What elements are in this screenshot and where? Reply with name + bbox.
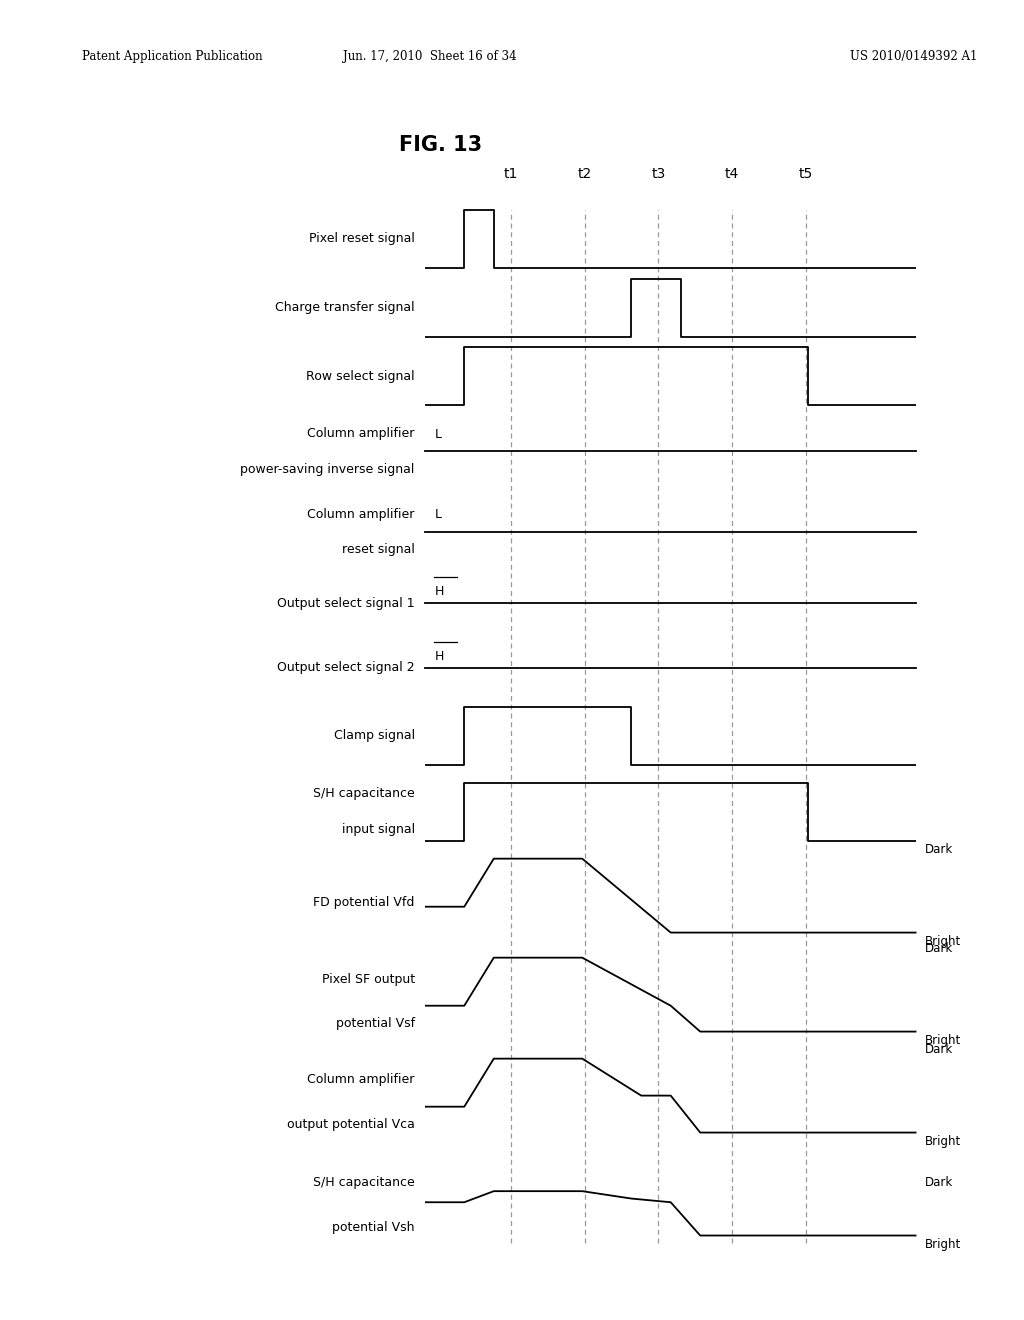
Text: t5: t5: [799, 166, 813, 181]
Text: H: H: [435, 649, 444, 663]
Text: Pixel reset signal: Pixel reset signal: [309, 232, 415, 246]
Text: t4: t4: [725, 166, 739, 181]
Text: t3: t3: [651, 166, 666, 181]
Text: Charge transfer signal: Charge transfer signal: [275, 301, 415, 314]
Text: Bright: Bright: [925, 1135, 961, 1148]
Text: L: L: [435, 508, 442, 521]
Text: Column amplifier: Column amplifier: [307, 426, 415, 440]
Text: Bright: Bright: [925, 1035, 961, 1047]
Text: output potential Vca: output potential Vca: [287, 1118, 415, 1131]
Text: Patent Application Publication: Patent Application Publication: [82, 50, 262, 63]
Text: t1: t1: [504, 166, 518, 181]
Text: H: H: [435, 585, 444, 598]
Text: S/H capacitance: S/H capacitance: [313, 1176, 415, 1189]
Text: Column amplifier: Column amplifier: [307, 508, 415, 521]
Text: t2: t2: [578, 166, 592, 181]
Text: Bright: Bright: [925, 936, 961, 948]
Text: Dark: Dark: [925, 942, 953, 956]
Text: FIG. 13: FIG. 13: [398, 135, 482, 156]
Text: L: L: [435, 428, 442, 441]
Text: US 2010/0149392 A1: US 2010/0149392 A1: [850, 50, 977, 63]
Text: reset signal: reset signal: [342, 543, 415, 556]
Text: power-saving inverse signal: power-saving inverse signal: [241, 463, 415, 477]
Text: FD potential Vfd: FD potential Vfd: [313, 896, 415, 908]
Text: Row select signal: Row select signal: [306, 370, 415, 383]
Text: Output select signal 1: Output select signal 1: [278, 597, 415, 610]
Text: Dark: Dark: [925, 1043, 953, 1056]
Text: S/H capacitance: S/H capacitance: [313, 787, 415, 800]
Text: Dark: Dark: [925, 1176, 953, 1188]
Text: Dark: Dark: [925, 843, 953, 857]
Text: potential Vsf: potential Vsf: [336, 1016, 415, 1030]
Text: Bright: Bright: [925, 1238, 961, 1251]
Text: Pixel SF output: Pixel SF output: [322, 973, 415, 986]
Text: Jun. 17, 2010  Sheet 16 of 34: Jun. 17, 2010 Sheet 16 of 34: [343, 50, 517, 63]
Text: Output select signal 2: Output select signal 2: [278, 661, 415, 675]
Text: Clamp signal: Clamp signal: [334, 730, 415, 742]
Text: potential Vsh: potential Vsh: [332, 1221, 415, 1234]
Text: Column amplifier: Column amplifier: [307, 1073, 415, 1086]
Text: input signal: input signal: [342, 824, 415, 837]
